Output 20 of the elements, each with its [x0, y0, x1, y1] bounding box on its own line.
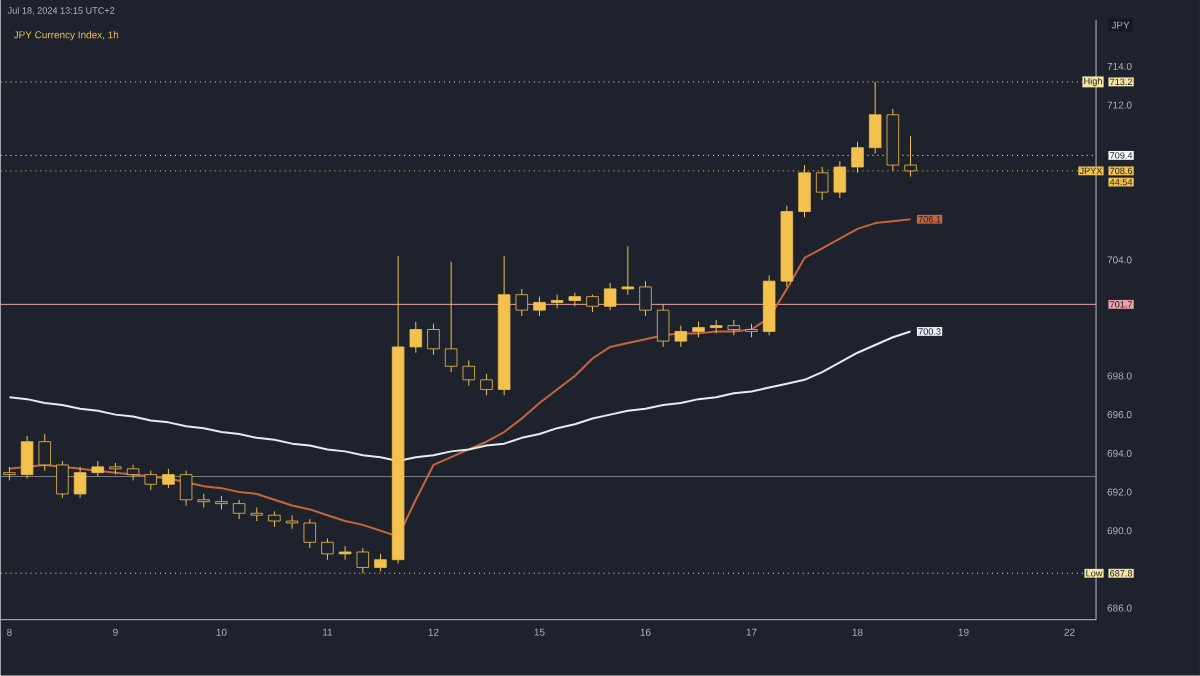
candlestick — [109, 462, 122, 476]
candlestick — [20, 435, 34, 480]
candlestick — [285, 514, 299, 530]
candlestick — [250, 507, 264, 522]
candlestick — [268, 511, 281, 528]
candlestick — [391, 255, 405, 565]
candlestick — [321, 538, 334, 561]
candlestick — [232, 499, 246, 520]
candlestick — [462, 360, 476, 387]
candlestick — [444, 261, 458, 373]
candlestick — [73, 466, 87, 499]
candlestick — [550, 294, 564, 309]
candlestick — [868, 81, 882, 155]
candlestick — [338, 545, 352, 561]
candlestick — [656, 304, 670, 348]
candlestick — [126, 464, 140, 482]
candlestick — [179, 470, 193, 507]
candlestick — [497, 255, 511, 396]
candlestick — [91, 460, 104, 478]
candlestick — [621, 245, 635, 296]
